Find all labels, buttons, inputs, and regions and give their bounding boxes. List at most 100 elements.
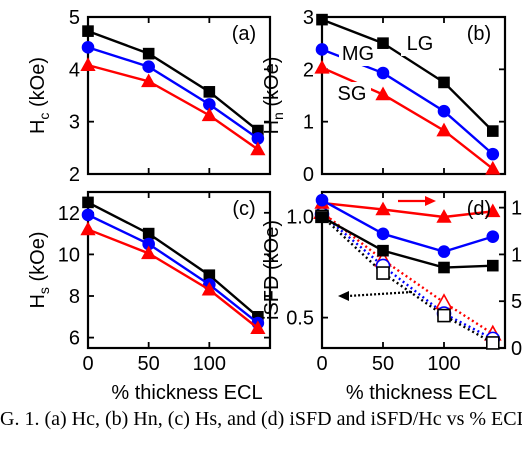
series-line xyxy=(321,215,494,344)
series-square-marker xyxy=(377,244,389,257)
series-square-marker xyxy=(485,336,500,350)
series-triangle-marker xyxy=(141,245,157,260)
series-square-marker xyxy=(82,25,94,37)
series-square-marker xyxy=(377,37,389,49)
series-triangle-marker xyxy=(375,86,391,101)
y-tick-label: 0 xyxy=(303,164,314,186)
series-square-marker xyxy=(437,308,451,323)
series-line xyxy=(87,46,259,140)
y-tick-label: 3 xyxy=(303,7,314,29)
y-tick-label: 2 xyxy=(303,59,314,81)
y-tick-label: 8 xyxy=(69,286,80,308)
series-circle-marker xyxy=(81,208,95,222)
series-line xyxy=(87,213,259,324)
y-tick-label: 12 xyxy=(58,203,80,225)
chart-panel-3: 6 8 10 12 0 50 100 (c) Hs (kOe) % thickness ECL xyxy=(27,190,272,404)
panel-label: (b) xyxy=(467,23,491,45)
series-circle-marker xyxy=(437,104,451,118)
x-tick-label: 100 xyxy=(427,353,460,375)
series-square-marker xyxy=(316,13,328,26)
x-tick-label: 0 xyxy=(316,353,327,375)
series-line xyxy=(321,215,493,269)
series-triangle-marker xyxy=(201,107,217,122)
y-axis-label: Hs (kOe) xyxy=(27,231,52,308)
series-line xyxy=(87,30,259,132)
y-tick-label: 4 xyxy=(69,59,80,81)
series-triangle-marker xyxy=(250,320,266,335)
series-annotation: LG xyxy=(407,33,434,55)
series-square-marker xyxy=(203,86,216,98)
y-tick-label: 10 xyxy=(58,244,80,266)
y-tick-label: 6 xyxy=(69,328,80,350)
y-tick-label: 1 xyxy=(303,112,314,134)
plot-frame xyxy=(86,15,272,176)
series-line xyxy=(87,63,259,151)
series-circle-marker xyxy=(142,60,155,74)
series-square-marker xyxy=(142,227,155,240)
series-triangle-marker xyxy=(485,203,501,218)
x-tick-label: 50 xyxy=(372,353,394,375)
series-line xyxy=(321,66,494,170)
series-line xyxy=(321,18,494,132)
panel-label: (a) xyxy=(232,23,256,45)
series-circle-marker xyxy=(81,41,95,54)
y-tick-label: 0.5 xyxy=(286,308,314,330)
x-tick-label: 100 xyxy=(193,353,226,375)
y-right-tick-label: 5 xyxy=(511,291,522,313)
x-axis-label: % thickness ECL xyxy=(346,382,497,404)
series-line xyxy=(321,211,494,335)
panel-label: (d) xyxy=(467,198,491,220)
annotation-bg xyxy=(401,32,439,56)
y-tick-label: 2 xyxy=(69,164,80,186)
y-axis-label: iSFD (kOe) xyxy=(261,220,283,320)
chart-panel-4: 0.51.0051015050100(d)iSFD (kOe)iSFD/Hc %… xyxy=(261,190,522,404)
left-axis-arrow xyxy=(347,290,413,298)
series-circle-marker xyxy=(315,43,329,56)
x-axis-label: % thickness ECL xyxy=(111,382,262,404)
series-circle-marker xyxy=(376,66,390,80)
annotation-bg xyxy=(339,42,377,66)
series-triangle-marker xyxy=(314,59,330,74)
y-right-tick-label: 10 xyxy=(511,244,522,266)
left-axis-arrowhead xyxy=(338,291,349,301)
annotation-bg xyxy=(333,82,371,106)
y-axis-label: Hc (kOe) xyxy=(27,57,52,134)
chart-panel-1: 2 3 4 5 (a) Hc (kOe) xyxy=(27,7,272,186)
series-triangle-marker xyxy=(375,201,391,216)
y-right-tick-label: 15 xyxy=(511,198,522,220)
y-tick-label: 5 xyxy=(69,7,80,29)
series-triangle-marker xyxy=(201,281,217,296)
x-tick-label: 0 xyxy=(82,353,93,375)
series-line xyxy=(321,199,494,253)
plot-frame xyxy=(320,15,507,176)
series-triangle-marker xyxy=(485,160,501,175)
y-axis-label: Hn (kOe) xyxy=(261,57,286,135)
series-circle-marker xyxy=(376,227,390,241)
panel-label: (c) xyxy=(232,198,255,220)
figure-caption: G. 1. (a) Hc, (b) Hn, (c) Hs, and (d) iS… xyxy=(0,408,522,431)
series-line xyxy=(321,201,493,219)
series-circle-marker xyxy=(486,147,500,161)
plot-frame xyxy=(86,190,272,350)
series-circle-marker xyxy=(486,230,500,243)
right-axis-arrowhead xyxy=(425,196,436,206)
y-tick-label: 1.0 xyxy=(286,206,314,228)
series-line xyxy=(87,228,259,330)
series-annotation: SG xyxy=(338,83,367,105)
plot-frame xyxy=(320,190,507,350)
series-triangle-marker xyxy=(250,141,266,156)
series-triangle-marker xyxy=(141,73,157,88)
series-square-marker xyxy=(438,76,450,89)
y-right-tick-label: 0 xyxy=(511,338,522,360)
series-square-marker xyxy=(438,261,450,274)
series-triangle-marker xyxy=(436,122,452,137)
series-square-marker xyxy=(82,196,94,209)
y-tick-label: 3 xyxy=(69,112,80,134)
series-square-marker xyxy=(316,211,328,223)
chart-panel-2: 0 1 2 3 (b) Hn (kOe) LG MG SG xyxy=(261,7,507,186)
series-square-marker xyxy=(142,47,155,60)
series-square-marker xyxy=(376,266,390,280)
series-square-marker xyxy=(486,125,499,137)
series-triangle-marker xyxy=(80,57,96,71)
